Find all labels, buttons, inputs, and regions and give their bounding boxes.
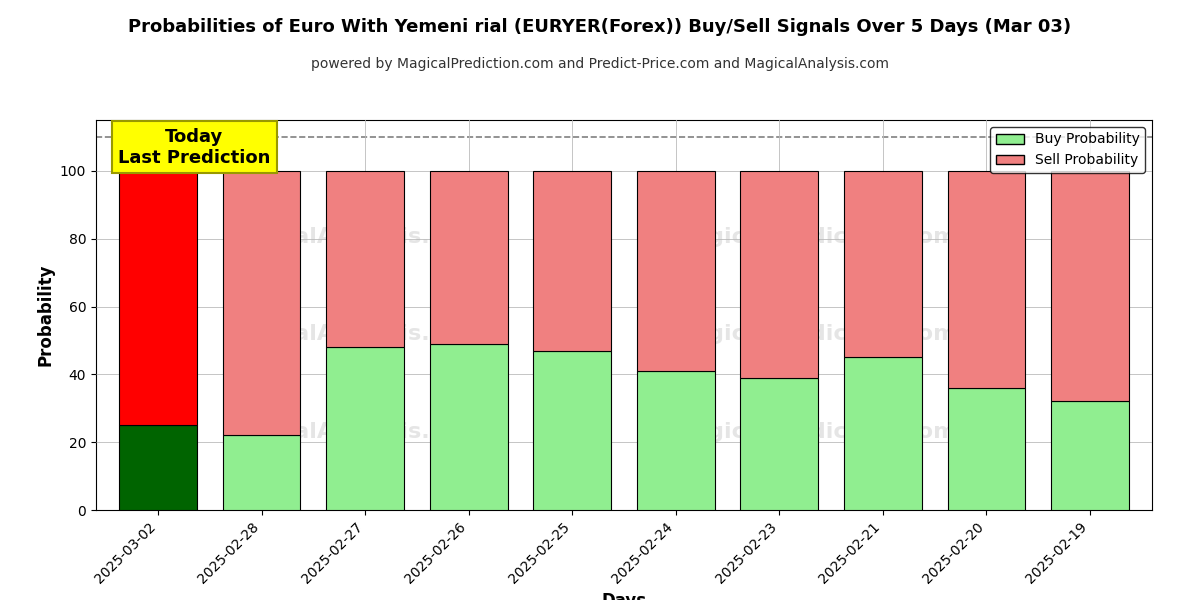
Bar: [534, 171, 611, 350]
Bar: [637, 371, 714, 510]
Bar: [223, 436, 300, 510]
Text: MagicalPrediction.com: MagicalPrediction.com: [671, 422, 956, 442]
Text: Today
Last Prediction: Today Last Prediction: [118, 128, 270, 167]
Bar: [223, 171, 300, 436]
Bar: [948, 171, 1025, 388]
Bar: [844, 171, 922, 358]
Legend: Buy Probability, Sell Probability: Buy Probability, Sell Probability: [990, 127, 1145, 173]
X-axis label: Days: Days: [601, 592, 647, 600]
Bar: [430, 344, 508, 510]
Bar: [740, 171, 818, 378]
Bar: [430, 171, 508, 344]
Bar: [740, 378, 818, 510]
Text: calAnalysis.com: calAnalysis.com: [281, 227, 481, 247]
Text: powered by MagicalPrediction.com and Predict-Price.com and MagicalAnalysis.com: powered by MagicalPrediction.com and Pre…: [311, 57, 889, 71]
Bar: [326, 171, 404, 347]
Text: MagicalPrediction.com: MagicalPrediction.com: [671, 325, 956, 344]
Bar: [948, 388, 1025, 510]
Bar: [1051, 401, 1129, 510]
Bar: [1051, 171, 1129, 401]
Text: calAnalysis.com: calAnalysis.com: [281, 325, 481, 344]
Bar: [534, 350, 611, 510]
Bar: [119, 171, 197, 425]
Text: MagicalPrediction.com: MagicalPrediction.com: [671, 227, 956, 247]
Bar: [844, 358, 922, 510]
Bar: [637, 171, 714, 371]
Text: calAnalysis.com: calAnalysis.com: [281, 422, 481, 442]
Bar: [326, 347, 404, 510]
Bar: [119, 425, 197, 510]
Text: Probabilities of Euro With Yemeni rial (EURYER(Forex)) Buy/Sell Signals Over 5 D: Probabilities of Euro With Yemeni rial (…: [128, 18, 1072, 36]
Y-axis label: Probability: Probability: [36, 264, 54, 366]
